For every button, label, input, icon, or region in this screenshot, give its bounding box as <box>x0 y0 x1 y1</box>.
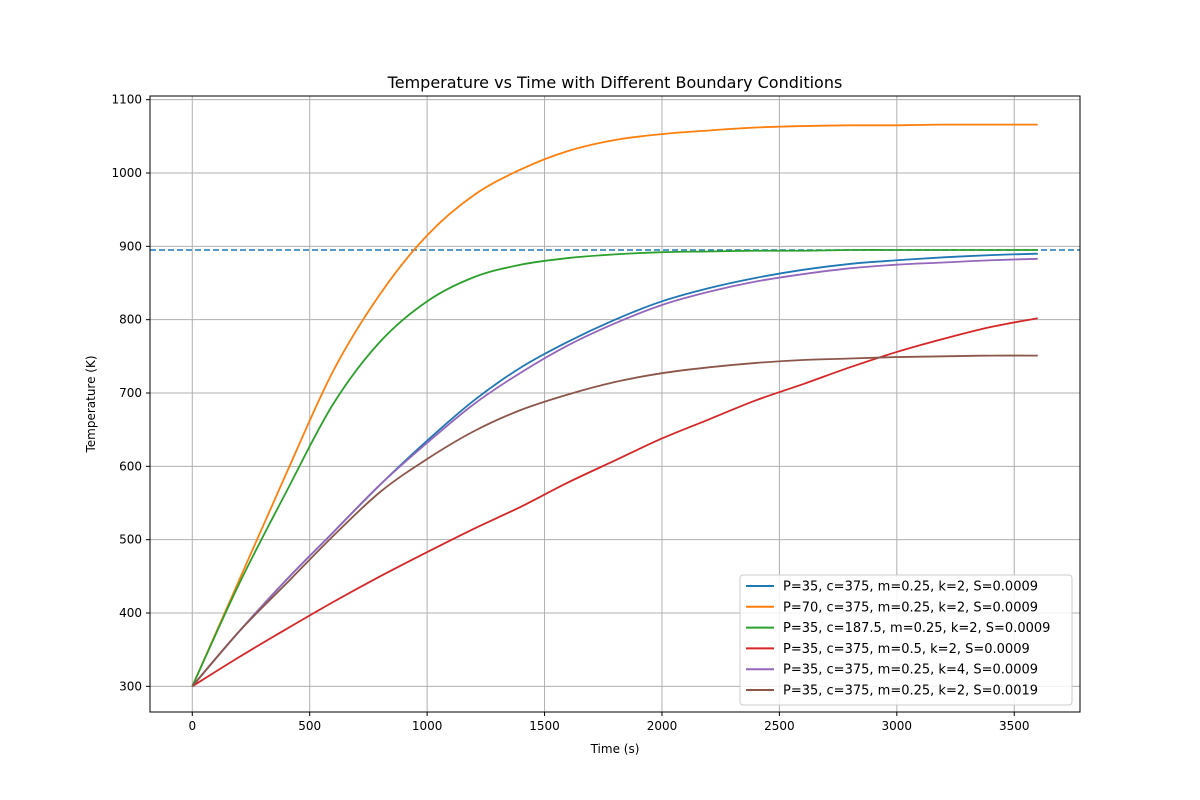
legend-box <box>739 574 1073 706</box>
legend-label: P=35, c=375, m=0.25, k=2, S=0.0009 <box>783 580 1038 595</box>
y-tick-label: 1100 <box>111 93 142 107</box>
legend-label: P=35, c=375, m=0.25, k=2, S=0.0019 <box>783 684 1038 699</box>
y-tick-label: 600 <box>119 459 142 473</box>
y-tick-label: 300 <box>119 679 142 693</box>
series-line-4 <box>191 317 1038 688</box>
x-tick-label: 500 <box>298 719 321 733</box>
x-tick-label: 0 <box>188 719 196 733</box>
plot-area <box>150 123 1080 688</box>
x-axis: 0 500 1000 1500 2000 2500 3000 3500 <box>188 712 1030 733</box>
series-line-3 <box>191 249 1038 687</box>
x-tick-label: 3500 <box>999 719 1030 733</box>
series-line-2 <box>191 123 1038 687</box>
series-line-6 <box>191 354 1038 687</box>
legend: P=35, c=375, m=0.25, k=2, S=0.0009 P=70, … <box>739 574 1073 706</box>
x-tick-label: 2000 <box>647 719 678 733</box>
y-tick-label: 400 <box>119 606 142 620</box>
y-tick-label: 500 <box>119 533 142 547</box>
legend-label: P=35, c=375, m=0.5, k=2, S=0.0009 <box>783 642 1030 657</box>
x-axis-label: Time (s) <box>590 742 640 756</box>
series-line-5 <box>191 257 1038 687</box>
x-tick-label: 2500 <box>764 719 795 733</box>
chart-title: Temperature vs Time with Different Bound… <box>387 73 843 92</box>
x-tick-label: 1500 <box>529 719 560 733</box>
y-tick-label: 1000 <box>111 166 142 180</box>
y-tick-label: 700 <box>119 386 142 400</box>
x-tick-label: 1000 <box>412 719 443 733</box>
y-tick-label: 900 <box>119 239 142 253</box>
legend-label: P=35, c=375, m=0.25, k=4, S=0.0009 <box>783 663 1038 678</box>
legend-label: P=70, c=375, m=0.25, k=2, S=0.0009 <box>783 600 1038 615</box>
legend-label: P=35, c=187.5, m=0.25, k=2, S=0.0009 <box>783 621 1050 636</box>
y-axis-label: Temperature (K) <box>84 355 98 453</box>
x-tick-label: 3000 <box>882 719 913 733</box>
y-tick-label: 800 <box>119 313 142 327</box>
axes-frame <box>149 95 1081 713</box>
y-axis: 300 400 500 600 700 800 900 1000 1100 <box>111 93 150 693</box>
